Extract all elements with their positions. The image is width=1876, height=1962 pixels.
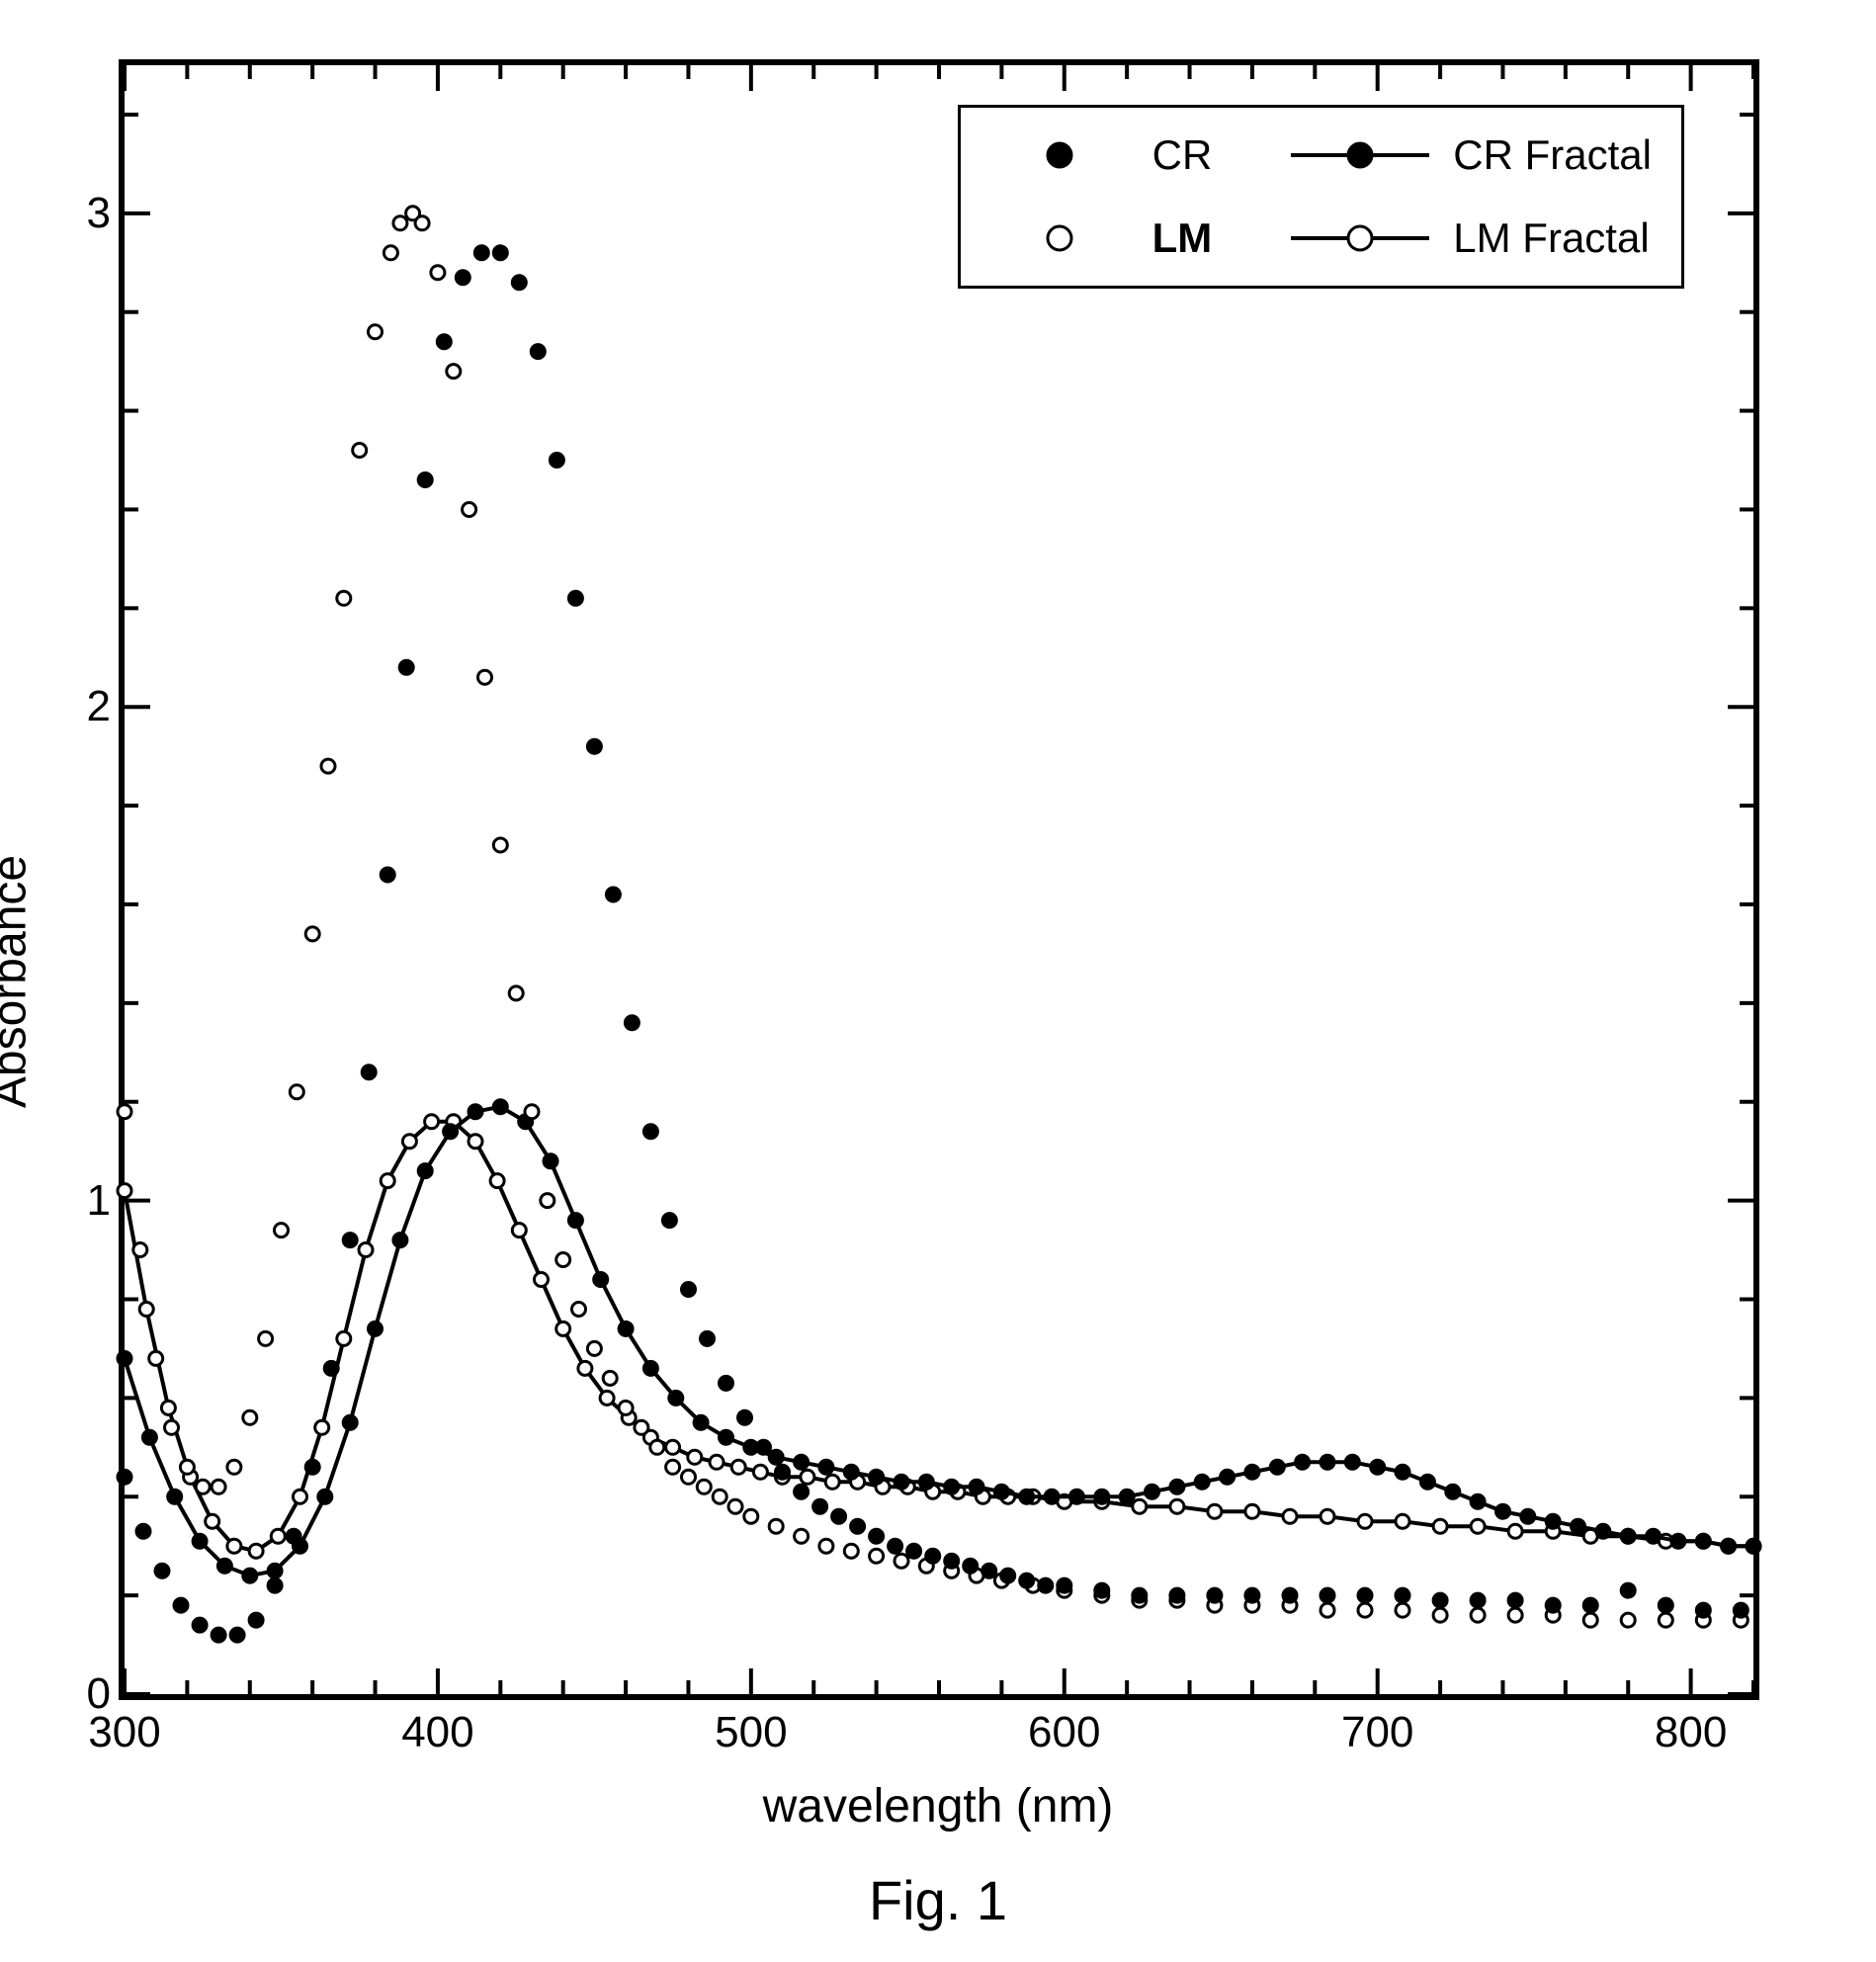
legend-label-lm-fractal: LM Fractal	[1453, 214, 1649, 262]
legend-label-cr: CR	[1152, 131, 1213, 179]
x-axis-label: wavelength (nm)	[763, 1779, 1114, 1834]
legend-marker-cr	[990, 134, 1129, 176]
legend-label-cr-fractal: CR Fractal	[1453, 131, 1652, 179]
x-tick-label: 700	[1341, 1708, 1413, 1757]
y-tick-label: 3	[87, 189, 111, 238]
legend-label-lm: LM	[1152, 214, 1213, 262]
legend-entry-lm: LM	[990, 214, 1213, 262]
legend-entry-cr-fractal: CR Fractal	[1291, 131, 1652, 179]
legend-entry-cr: CR	[990, 131, 1213, 179]
x-tick-label: 500	[715, 1708, 787, 1757]
figure-page: CR CR Fractal LM LM Fractal	[0, 0, 1876, 1962]
y-axis-label: Absorbance	[0, 854, 38, 1107]
y-tick-label: 1	[87, 1176, 111, 1226]
figure-caption: Fig. 1	[869, 1868, 1007, 1932]
y-tick-label: 0	[87, 1669, 111, 1719]
legend-entry-lm-fractal: LM Fractal	[1291, 214, 1652, 262]
legend-marker-lm-fractal	[1291, 217, 1429, 259]
x-tick-label: 800	[1655, 1708, 1727, 1757]
x-tick-label: 600	[1028, 1708, 1100, 1757]
legend-marker-cr-fractal	[1291, 134, 1429, 176]
plot-svg	[125, 65, 1753, 1694]
x-tick-label: 400	[401, 1708, 473, 1757]
legend-box: CR CR Fractal LM LM Fractal	[958, 105, 1684, 289]
plot-frame: CR CR Fractal LM LM Fractal	[119, 59, 1759, 1700]
legend-marker-lm	[990, 217, 1129, 259]
y-tick-label: 2	[87, 682, 111, 731]
